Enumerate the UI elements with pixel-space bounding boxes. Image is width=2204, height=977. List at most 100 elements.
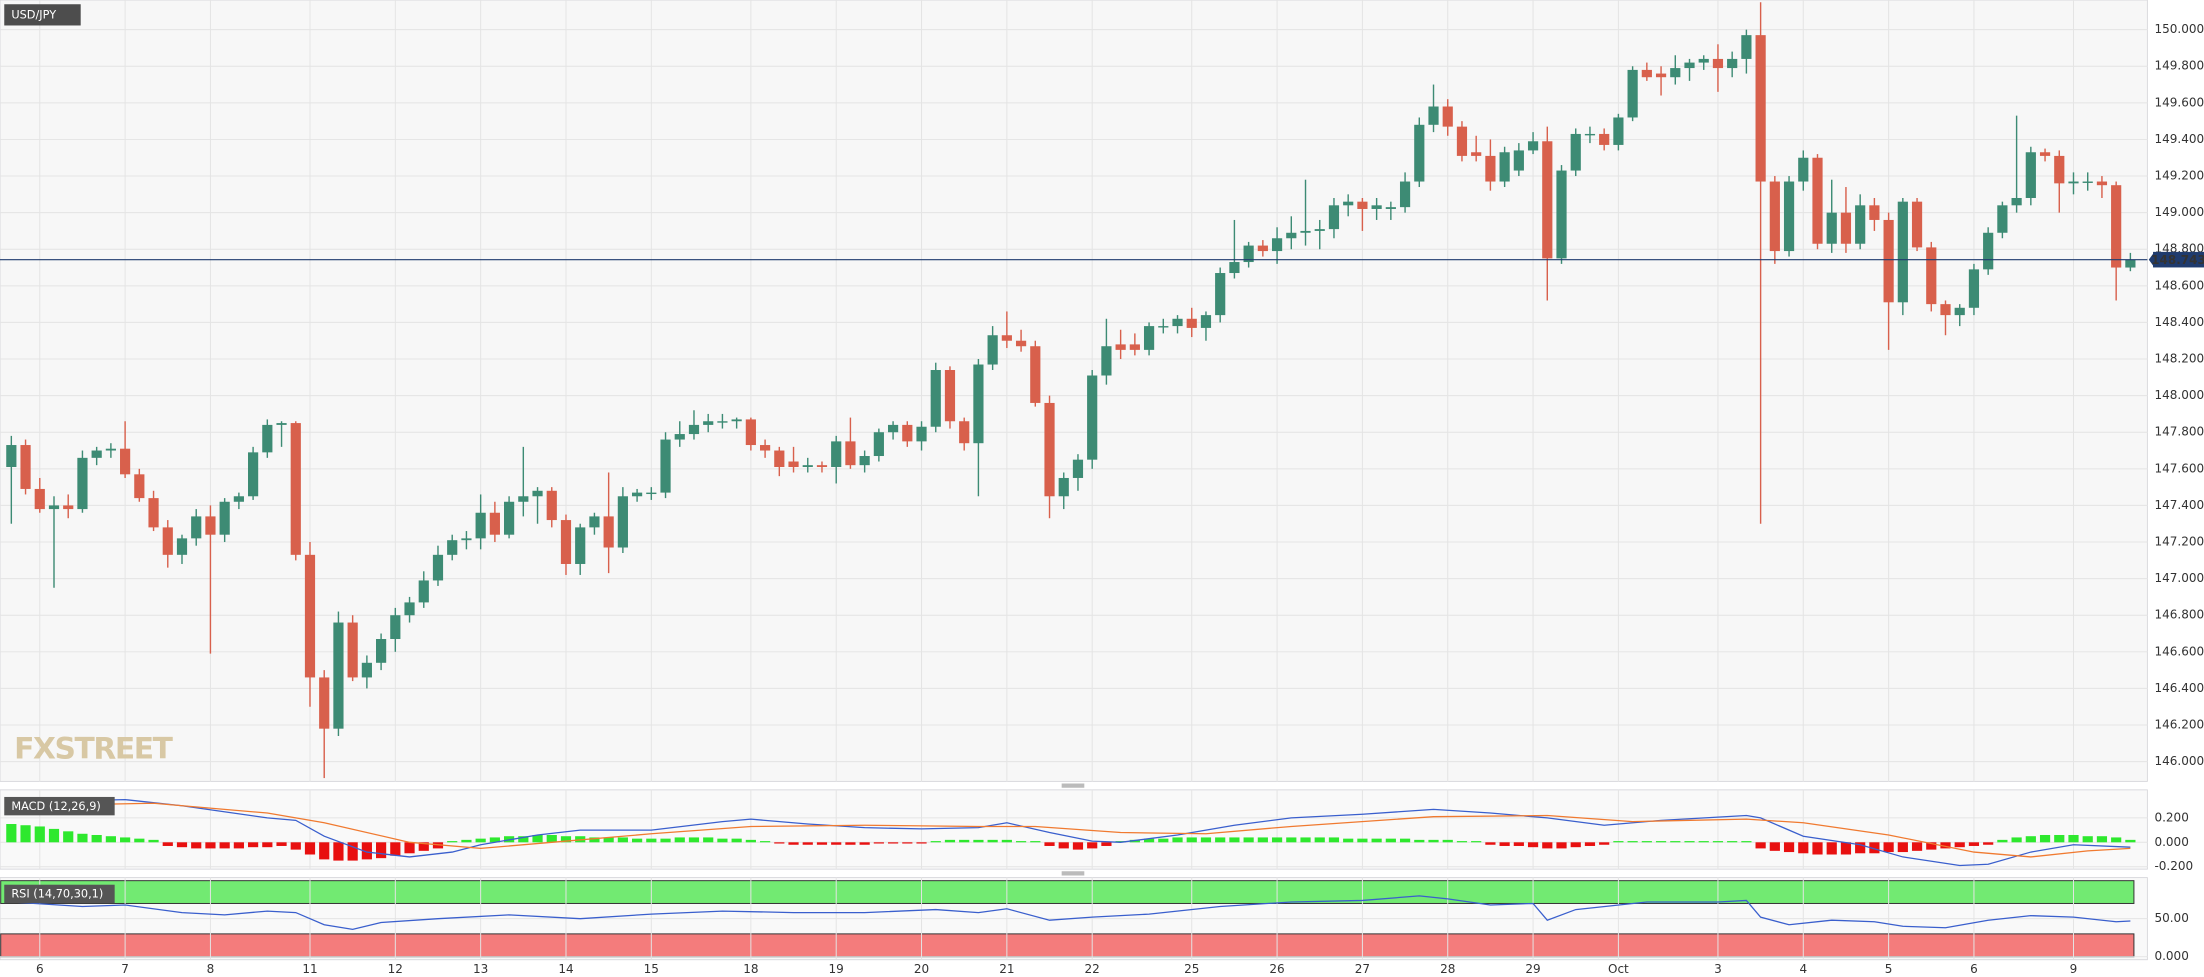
candle-body <box>859 456 870 466</box>
histogram-bar <box>802 842 813 845</box>
x-tick-label: 22 <box>1085 962 1100 976</box>
rsi-label: RSI (14,70,30,1) <box>11 887 103 901</box>
candle-body <box>48 505 60 510</box>
histogram-bar <box>1442 839 1453 843</box>
histogram-bar <box>1840 842 1852 855</box>
histogram-bar <box>1983 842 1994 845</box>
histogram-bar <box>1314 837 1325 843</box>
candle-body <box>930 370 941 427</box>
candle-body <box>376 639 387 663</box>
histogram-bar <box>560 836 572 843</box>
candle-body <box>1115 344 1126 350</box>
histogram-bar <box>20 825 31 843</box>
candle-body <box>262 424 273 453</box>
histogram-bar <box>1087 842 1098 849</box>
candle-body <box>1072 459 1084 478</box>
histogram-bar <box>48 828 60 843</box>
rsi-zone <box>0 933 2135 958</box>
candle-body <box>1826 212 1837 244</box>
x-tick-label: 5 <box>1885 962 1893 976</box>
candle-body <box>1641 69 1652 78</box>
histogram-bar <box>475 838 486 843</box>
indicator-line <box>11 802 2131 858</box>
candle-body <box>219 501 230 535</box>
x-tick-label: Oct <box>1608 962 1629 976</box>
candle-body <box>688 424 700 435</box>
histogram-bar <box>2068 834 2079 843</box>
histogram-bar <box>418 842 429 851</box>
x-tick-label: 6 <box>1970 962 1978 976</box>
histogram-bar <box>1215 837 1226 843</box>
x-tick-label: 20 <box>914 962 929 976</box>
histogram-bar <box>845 842 856 845</box>
histogram-bar <box>774 842 785 844</box>
candle-body <box>1513 150 1524 171</box>
candle-body <box>1883 219 1894 303</box>
candle-body <box>91 450 102 458</box>
y-tick-label: 147.800 <box>2154 425 2204 439</box>
candle-body <box>518 496 529 502</box>
candle-body <box>447 540 458 555</box>
histogram-bar <box>1243 837 1254 843</box>
chart-title: USD/JPY <box>11 8 56 22</box>
x-tick-label: 6 <box>36 962 44 976</box>
histogram-bar <box>1030 841 1041 843</box>
y-tick-label: 150.000 <box>2154 22 2204 36</box>
histogram-bar <box>1471 841 1482 843</box>
histogram-bar <box>1058 842 1069 849</box>
candle-body <box>802 465 813 467</box>
candle-body <box>1399 181 1411 208</box>
candle-body <box>1584 133 1596 136</box>
histogram-bar <box>1570 842 1581 848</box>
histogram-bar <box>77 833 88 843</box>
x-tick-label: 9 <box>2070 962 2078 976</box>
histogram-bar <box>262 842 273 848</box>
candle-body <box>646 492 657 495</box>
histogram-bar <box>1527 842 1539 848</box>
candle-body <box>973 364 984 444</box>
histogram-bar <box>1499 842 1510 846</box>
histogram-bar <box>2111 837 2122 843</box>
candle-body <box>1172 318 1183 327</box>
y-tick-label: 147.400 <box>2154 498 2204 512</box>
histogram-bar <box>674 837 685 843</box>
histogram-bar <box>120 837 131 843</box>
candle-body <box>2039 152 2051 156</box>
histogram-bar <box>1613 841 1624 843</box>
panel-resize-grip[interactable] <box>1061 783 1085 788</box>
histogram-bar <box>1911 842 1923 851</box>
histogram-bar <box>1655 841 1667 843</box>
candle-body <box>404 602 415 616</box>
y-tick-label: 147.600 <box>2154 461 2204 475</box>
candle-body <box>461 538 472 541</box>
candle-body <box>1684 62 1695 69</box>
panel-resize-grip[interactable] <box>1061 871 1085 876</box>
histogram-bar <box>660 838 671 843</box>
candle-body <box>2111 185 2122 268</box>
candle-body <box>1527 141 1539 151</box>
y-tick-label: 50.00 <box>2154 911 2188 925</box>
x-tick-label: 28 <box>1440 962 1455 976</box>
histogram-bar <box>1343 838 1354 843</box>
histogram-bar <box>1769 842 1780 851</box>
histogram-bar <box>1399 838 1411 843</box>
candle-body <box>1798 157 1809 182</box>
histogram-bar <box>688 837 700 843</box>
candle-body <box>1670 68 1681 78</box>
candle-body <box>1741 35 1752 59</box>
candle-body <box>333 622 344 729</box>
title-box <box>4 4 81 26</box>
histogram-bar <box>2054 834 2065 843</box>
histogram-bar <box>2011 837 2022 843</box>
candle-body <box>1755 35 1766 182</box>
candle-body <box>2025 152 2036 198</box>
candle-body <box>1286 232 1297 239</box>
candle-body <box>1499 152 1510 182</box>
y-tick-label: 146.800 <box>2154 608 2204 622</box>
histogram-bar <box>63 831 74 843</box>
candle-body <box>944 370 956 422</box>
histogram-bar <box>859 842 870 845</box>
histogram-bar <box>248 842 259 848</box>
y-tick-label: -0.200 <box>2154 859 2193 873</box>
histogram-bar <box>731 838 742 843</box>
